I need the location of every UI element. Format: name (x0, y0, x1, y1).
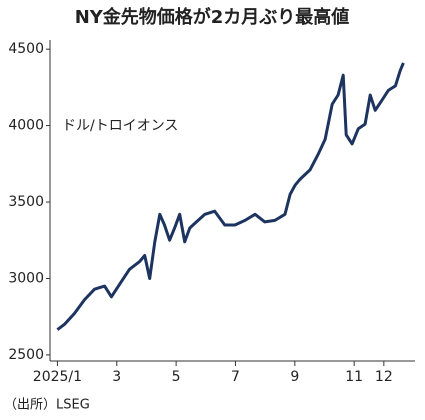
y-tick-label: 2500 (8, 347, 44, 363)
x-tick-label: 7 (231, 369, 240, 385)
x-tick-label: 3 (112, 369, 121, 385)
source: （出所）LSEG (4, 398, 90, 413)
y-tick-label: 4000 (8, 118, 44, 134)
unit-label: ドル/トロイオンス (62, 118, 178, 134)
x-tick-label: 5 (172, 369, 181, 385)
x-tick-label: 11 (345, 369, 363, 385)
x-tick-label: 2025/1 (33, 369, 82, 385)
y-tick-label: 4500 (8, 41, 44, 57)
price-line (56, 62, 405, 331)
chart-title: NY金先物価格が2カ月ぶり最高値 (75, 6, 350, 28)
x-tick-label: 9 (290, 369, 299, 385)
y-tick-label: 3000 (8, 270, 44, 286)
y-tick-label: 3500 (8, 194, 44, 210)
x-tick-label: 12 (375, 369, 393, 385)
